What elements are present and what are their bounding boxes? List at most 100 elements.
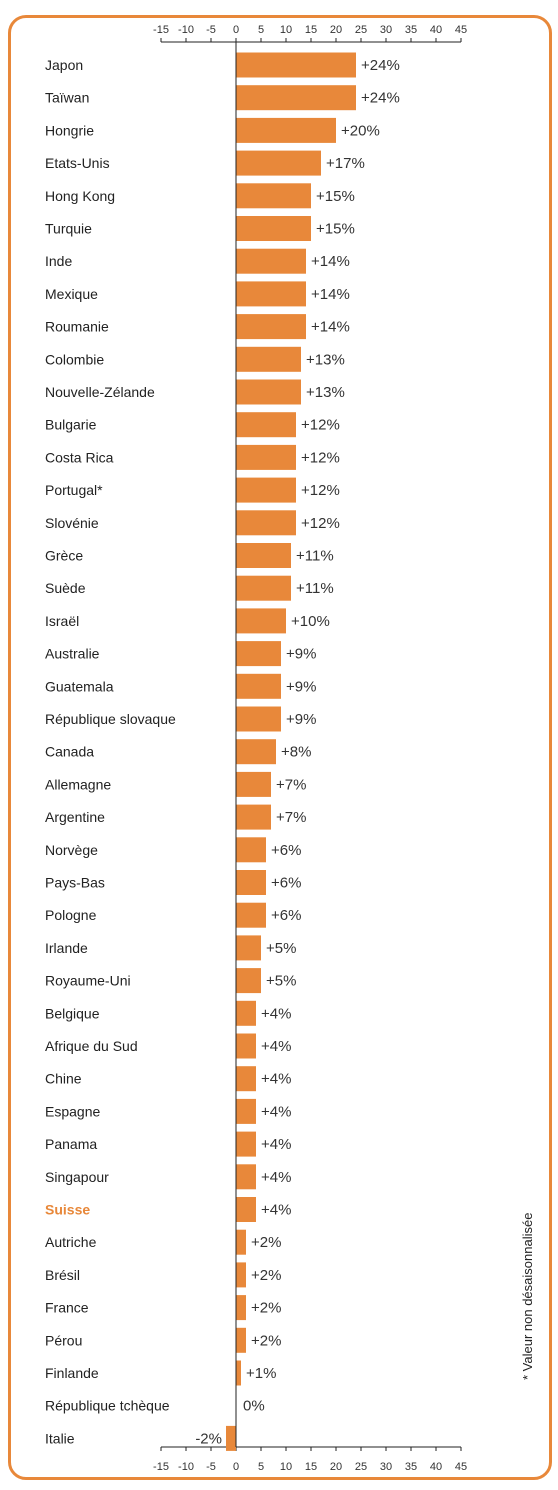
- bar: [236, 870, 266, 895]
- category-label: Espagne: [45, 1103, 100, 1119]
- top-axis-tick-label: 0: [233, 24, 239, 36]
- category-label: Nouvelle-Zélande: [45, 384, 155, 400]
- category-label: Pérou: [45, 1332, 82, 1348]
- bar-row: Colombie +13%: [45, 346, 345, 372]
- value-label: +17%: [326, 155, 365, 172]
- bar: [236, 117, 336, 143]
- category-label: Canada: [45, 744, 94, 760]
- bar-row: Argentine +7%: [45, 804, 306, 830]
- category-label: République slovaque: [45, 711, 176, 727]
- bar: [236, 412, 296, 438]
- value-label: +13%: [306, 351, 345, 368]
- category-label: Chine: [45, 1071, 82, 1087]
- bar: [236, 543, 291, 568]
- category-label: Suède: [45, 580, 86, 596]
- bar: [236, 902, 266, 928]
- bottom-axis-tick-label: -15: [153, 1461, 169, 1473]
- value-label: +4%: [261, 1005, 291, 1022]
- bar-row: Etats-Unis +17%: [45, 150, 365, 176]
- category-label: Finlande: [45, 1365, 99, 1381]
- value-label: +6%: [271, 875, 301, 892]
- category-label: Singapour: [45, 1169, 109, 1185]
- top-axis-tick-label: -10: [178, 24, 194, 36]
- bar-row: Portugal* +12%: [45, 477, 340, 503]
- value-label: +14%: [311, 319, 350, 336]
- bar: [236, 1327, 246, 1353]
- category-label: Belgique: [45, 1005, 100, 1021]
- category-label: Grèce: [45, 548, 83, 564]
- bar: [236, 1131, 256, 1157]
- bar: [236, 641, 281, 667]
- bottom-axis-tick-label: 5: [258, 1461, 264, 1473]
- bar: [236, 281, 306, 307]
- bar-row: Taïwan +24%: [45, 85, 400, 111]
- value-label: +2%: [251, 1267, 281, 1284]
- bar-row: Pologne +6%: [45, 902, 301, 928]
- bottom-axis-tick-label: 35: [405, 1461, 417, 1473]
- top-axis: -15 -10 -5 0 5 10 15 20 25 30 35 40 45: [153, 24, 467, 43]
- bar: [236, 183, 311, 209]
- value-label: 0%: [243, 1398, 265, 1415]
- bar-row: Pérou +2%: [45, 1327, 281, 1353]
- bottom-axis-tick-label: 40: [430, 1461, 442, 1473]
- bar: [236, 673, 281, 699]
- bottom-axis-tick-label: 25: [355, 1461, 367, 1473]
- value-label: +4%: [261, 1103, 291, 1120]
- bar: [236, 444, 296, 470]
- bar-row: Canada +8%: [45, 739, 311, 765]
- value-label: -2%: [195, 1430, 222, 1447]
- value-label: +5%: [266, 973, 296, 990]
- value-label: +1%: [246, 1365, 276, 1382]
- value-label: +9%: [286, 646, 316, 663]
- value-label: +6%: [271, 907, 301, 924]
- category-label: Israël: [45, 613, 79, 629]
- value-label: +4%: [261, 1038, 291, 1055]
- category-label: Allemagne: [45, 776, 111, 792]
- bar-rows: Japon +24% Taïwan +24% Hongrie +20% Etats-Unis…: [45, 52, 400, 1451]
- footnote: * Valeur non désaisonnalisée: [520, 1213, 535, 1380]
- category-label: Colombie: [45, 351, 104, 367]
- category-label: Australie: [45, 646, 100, 662]
- category-label: Brésil: [45, 1267, 80, 1283]
- category-label: Roumanie: [45, 319, 109, 335]
- bar: [236, 510, 296, 536]
- category-label: Slovénie: [45, 515, 99, 531]
- category-label: Italie: [45, 1430, 75, 1446]
- bar: [236, 85, 356, 111]
- category-label: Royaume-Uni: [45, 973, 131, 989]
- top-axis-tick-label: 20: [330, 24, 342, 36]
- category-label: Taïwan: [45, 90, 89, 106]
- bar-row: Bulgarie +12%: [45, 412, 340, 438]
- bar-row: Suisse +4%: [45, 1197, 291, 1222]
- bottom-axis-tick-label: 20: [330, 1461, 342, 1473]
- value-label: +6%: [271, 842, 301, 859]
- top-axis-tick-label: 10: [280, 24, 292, 36]
- bottom-axis-tick-label: 0: [233, 1461, 239, 1473]
- category-label: Hong Kong: [45, 188, 115, 204]
- value-label: +20%: [341, 122, 380, 139]
- category-label: Costa Rica: [45, 449, 114, 465]
- bar: [236, 1229, 246, 1255]
- value-label: +2%: [251, 1332, 281, 1349]
- bar-row: Roumanie +14%: [45, 314, 350, 340]
- bar-row: Finlande +1%: [45, 1360, 276, 1386]
- bar: [236, 52, 356, 78]
- bar-row: Singapour +4%: [45, 1164, 291, 1190]
- category-label: Pays-Bas: [45, 875, 105, 891]
- value-label: +24%: [361, 57, 400, 74]
- bar-row: Grèce +11%: [45, 543, 334, 568]
- bar: [236, 968, 261, 994]
- bar-row: France +2%: [45, 1295, 281, 1321]
- bar: [226, 1425, 236, 1451]
- category-label: Etats-Unis: [45, 155, 110, 171]
- bar-row: Allemagne +7%: [45, 771, 306, 797]
- chart-frame: [8, 15, 552, 1480]
- bar-row: Slovénie +12%: [45, 510, 340, 536]
- category-label: Panama: [45, 1136, 97, 1152]
- value-label: +12%: [301, 417, 340, 434]
- bar-row: Espagne +4%: [45, 1098, 291, 1124]
- category-label: Argentine: [45, 809, 105, 825]
- bar-row: Italie -2%: [45, 1425, 236, 1451]
- bar-row: Irlande +5%: [45, 935, 296, 961]
